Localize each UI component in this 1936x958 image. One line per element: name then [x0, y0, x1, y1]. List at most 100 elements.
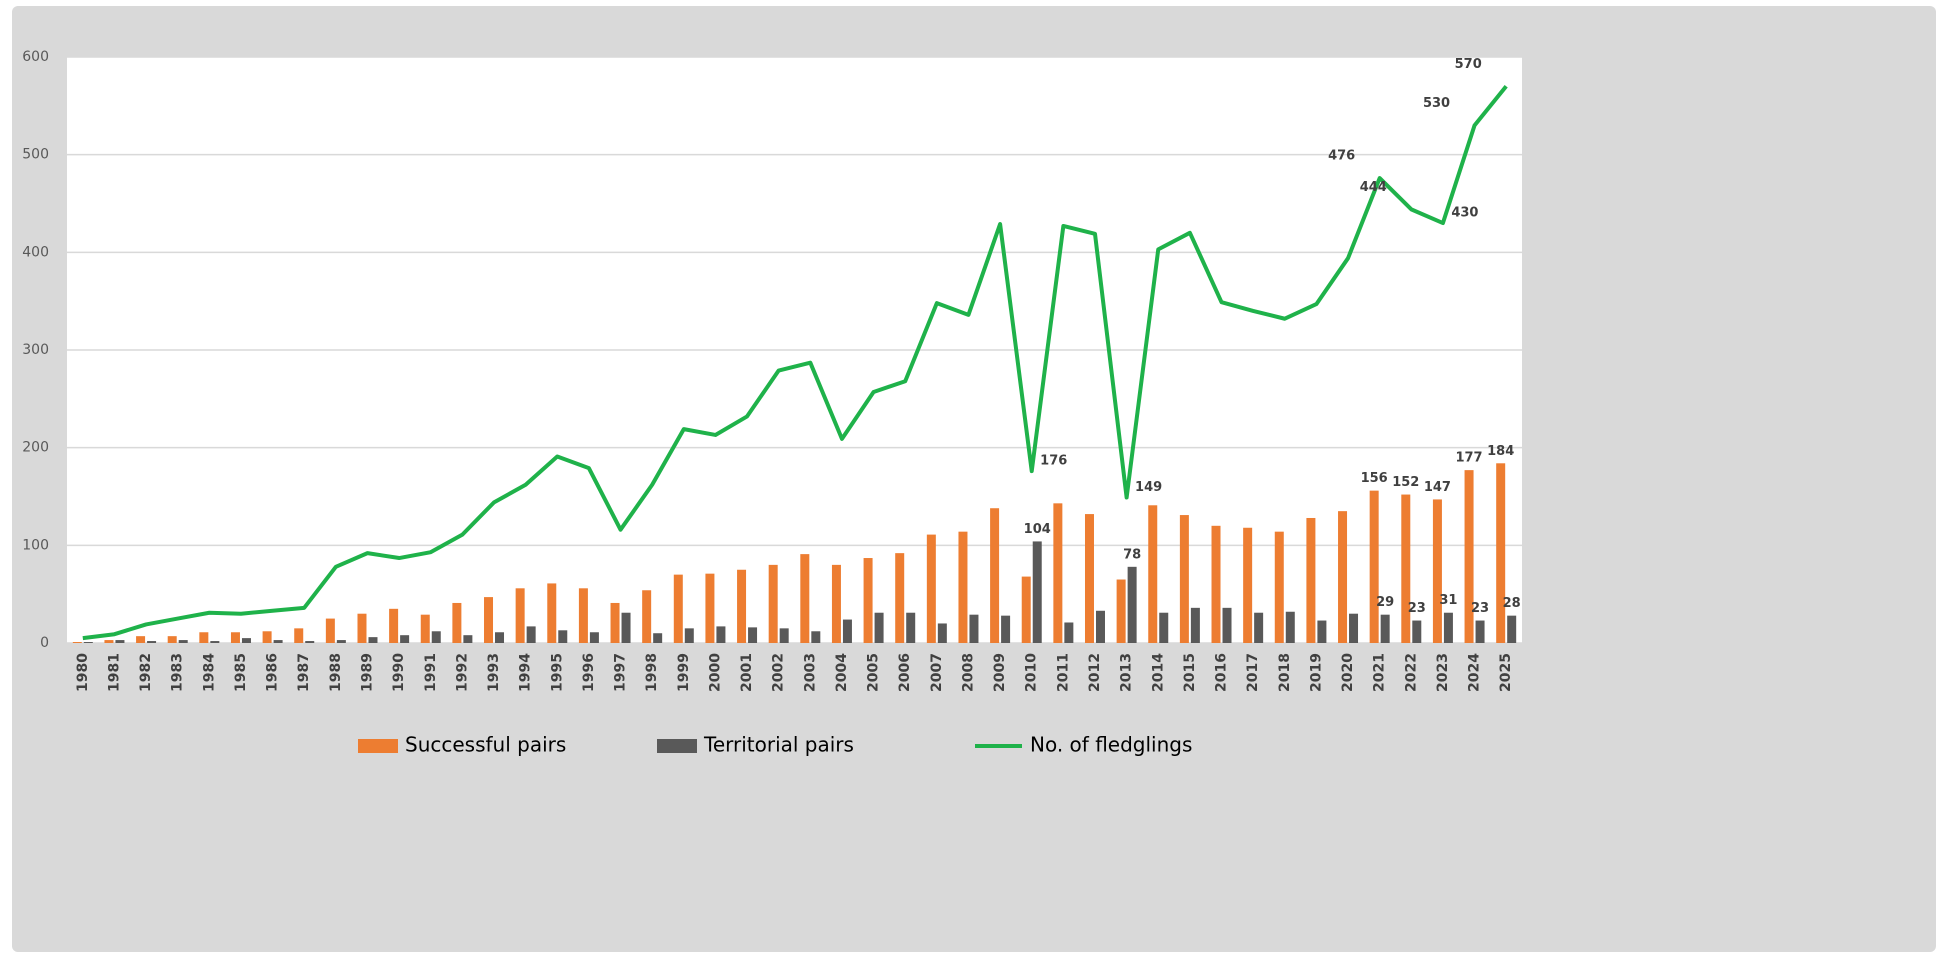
bar: [136, 636, 146, 643]
bar: [926, 534, 936, 643]
bar: [199, 632, 209, 643]
bar: [1317, 620, 1327, 643]
bar: [1001, 615, 1011, 643]
bar: [895, 553, 905, 643]
data-label: 430: [1451, 206, 1478, 221]
x-tick-label: 2006: [897, 653, 913, 692]
bar: [842, 619, 852, 643]
bar: [210, 641, 220, 643]
bar: [273, 640, 283, 643]
bar: [115, 640, 125, 643]
bar: [1222, 607, 1232, 643]
legend-swatch: [657, 739, 697, 753]
data-label: 476: [1328, 149, 1355, 164]
data-label: 570: [1455, 57, 1482, 72]
bar: [1274, 531, 1284, 643]
bar: [463, 635, 473, 643]
bar: [990, 508, 1000, 643]
x-tick-label: 2010: [1024, 653, 1040, 692]
bar: [1496, 463, 1506, 643]
bar: [969, 614, 979, 643]
bar: [368, 637, 378, 643]
bar: [305, 641, 315, 643]
bar: [241, 638, 251, 643]
bar: [357, 613, 367, 643]
bar: [863, 558, 873, 643]
x-tick-label: 2018: [1277, 653, 1293, 692]
x-tick-label: 2022: [1403, 653, 1419, 692]
x-tick-label: 2015: [1182, 653, 1198, 692]
bar: [748, 627, 758, 643]
bar: [800, 554, 810, 643]
bar: [716, 626, 726, 643]
x-tick-label: 1986: [265, 653, 281, 692]
bar: [431, 631, 441, 643]
bar: [167, 636, 177, 643]
x-tick-label: 1981: [106, 653, 122, 692]
bar: [642, 590, 652, 643]
bar: [1116, 579, 1126, 643]
bar: [705, 573, 715, 643]
bar: [558, 630, 568, 643]
bar: [1095, 610, 1105, 643]
bar: [874, 612, 884, 643]
bar: [400, 635, 410, 643]
bar: [294, 628, 304, 643]
x-tick-label: 2003: [802, 653, 818, 692]
x-tick-label: 1999: [676, 653, 692, 692]
x-tick-label: 1993: [486, 653, 502, 692]
y-tick-label: 600: [22, 49, 49, 65]
bar: [1401, 494, 1411, 643]
bar: [1464, 470, 1474, 643]
x-tick-label: 2001: [739, 653, 755, 692]
x-tick-label: 2014: [1150, 653, 1166, 692]
data-label: 147: [1424, 480, 1451, 495]
bar: [1254, 612, 1264, 643]
bar: [104, 640, 114, 643]
bar: [1053, 503, 1063, 643]
bar: [1190, 607, 1200, 643]
bar: [262, 631, 272, 643]
bar: [1443, 612, 1453, 643]
x-tick-label: 2019: [1308, 653, 1324, 692]
data-label: 530: [1423, 96, 1450, 111]
bar: [1148, 505, 1158, 643]
bar: [495, 632, 505, 643]
bar: [1159, 612, 1169, 643]
bar: [1432, 499, 1442, 643]
bar: [831, 564, 841, 643]
bar: [1306, 517, 1316, 643]
bar: [906, 612, 916, 643]
bar: [1243, 527, 1253, 643]
y-tick-label: 0: [40, 635, 49, 651]
bar: [1369, 490, 1379, 643]
x-tick-label: 1985: [233, 653, 249, 692]
bar: [673, 574, 683, 643]
bar: [779, 628, 789, 643]
x-tick-label: 1990: [391, 653, 407, 692]
bar: [1032, 541, 1042, 643]
data-label: 78: [1123, 547, 1141, 562]
bar: [684, 628, 694, 643]
x-tick-label: 1995: [549, 653, 565, 692]
data-label: 444: [1360, 180, 1387, 195]
x-tick-label: 1982: [138, 653, 154, 692]
x-tick-label: 2016: [1214, 653, 1230, 692]
legend-label: No. of fledglings: [1030, 733, 1192, 757]
bar: [737, 569, 747, 643]
x-tick-label: 2012: [1087, 653, 1103, 692]
bar: [547, 583, 557, 643]
bar: [610, 602, 620, 643]
data-label: 156: [1361, 471, 1388, 486]
line: [82, 85, 1508, 641]
bar: [1475, 620, 1485, 643]
legend-swatch: [358, 739, 398, 753]
data-label: 28: [1503, 596, 1521, 611]
bar: [484, 597, 494, 643]
bar: [1179, 515, 1189, 643]
bar: [147, 641, 157, 643]
data-label: 176: [1040, 454, 1067, 469]
x-tick-label: 2007: [929, 653, 945, 692]
bar: [526, 626, 536, 643]
